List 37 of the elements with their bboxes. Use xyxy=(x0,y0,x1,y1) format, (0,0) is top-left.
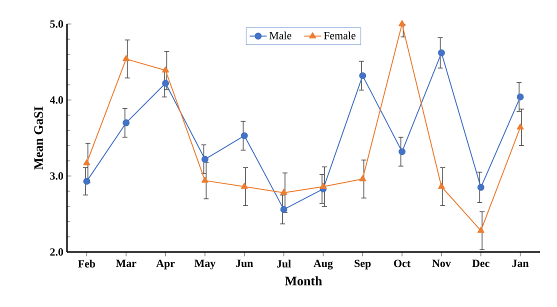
x-tick-label: Dec xyxy=(472,260,490,268)
y-tick-label: 5.0 xyxy=(50,20,64,28)
point xyxy=(202,176,208,183)
point xyxy=(398,148,406,156)
x-tick-label: Jan xyxy=(512,260,529,268)
y-tick-label: 4.0 xyxy=(50,96,64,104)
point xyxy=(438,182,445,189)
x-tick-label: Sep xyxy=(354,260,371,270)
point xyxy=(438,49,445,56)
point xyxy=(359,72,366,80)
x-axis-title: Month xyxy=(285,276,322,286)
point xyxy=(516,93,524,100)
point xyxy=(240,182,248,189)
x-tick-label: Aug xyxy=(314,260,333,270)
point xyxy=(83,159,90,166)
x-tick-label: Oct xyxy=(394,260,411,268)
x-tick-label: Nov xyxy=(432,260,451,268)
point xyxy=(477,226,484,233)
x-tick-label: Jun xyxy=(236,260,254,268)
x-tick-label: Feb xyxy=(78,260,96,268)
point xyxy=(359,175,366,182)
point xyxy=(320,182,327,189)
x-tick-label: May xyxy=(194,260,216,270)
x-tick-label: Jul xyxy=(276,260,291,268)
point xyxy=(516,123,524,130)
point xyxy=(122,119,130,126)
point xyxy=(240,132,248,140)
point xyxy=(162,80,170,87)
legend-label: Female xyxy=(324,32,356,40)
x-tick-label: Apr xyxy=(156,260,175,270)
y-axis-title: Mean GaSI xyxy=(34,106,43,170)
point xyxy=(477,184,484,191)
y-tick-label: 2.0 xyxy=(50,248,64,256)
point xyxy=(122,55,130,62)
y-tick-label: 3.0 xyxy=(50,172,64,180)
x-tick-label: Mar xyxy=(116,260,136,268)
legend-label: Male xyxy=(269,32,292,40)
